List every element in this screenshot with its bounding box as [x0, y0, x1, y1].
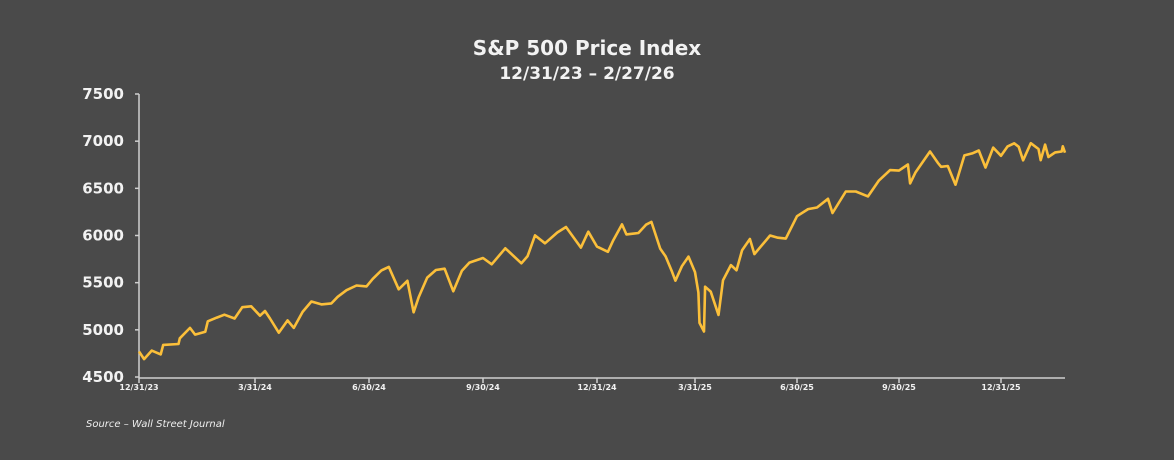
y-tick-label: 5500	[82, 274, 124, 292]
price-line	[137, 141, 1067, 361]
source-note: Source – Wall Street Journal	[86, 419, 225, 430]
y-tick-label: 6500	[82, 179, 124, 197]
x-tick-label: 12/31/23	[119, 383, 158, 392]
x-tick-label: 3/31/25	[678, 383, 712, 392]
x-tick-label: 9/30/25	[882, 383, 916, 392]
x-tick-label: 12/31/25	[981, 383, 1021, 392]
x-tick-label: 3/31/24	[238, 383, 272, 392]
x-tick-label: 6/30/24	[352, 383, 386, 392]
y-tick-label: 6000	[82, 227, 124, 245]
x-tick-label: 12/31/24	[577, 383, 617, 392]
x-tick-label: 9/30/24	[466, 383, 500, 392]
y-tick-label: 5000	[82, 321, 124, 339]
chart-subtitle: 12/31/23 – 2/27/26	[499, 64, 675, 84]
x-tick-label: 6/30/25	[780, 383, 814, 392]
chart-title: S&P 500 Price Index	[472, 36, 702, 60]
y-tick-label: 7500	[82, 85, 124, 103]
y-tick-label: 4500	[82, 368, 124, 386]
y-tick-label: 7000	[82, 132, 124, 150]
